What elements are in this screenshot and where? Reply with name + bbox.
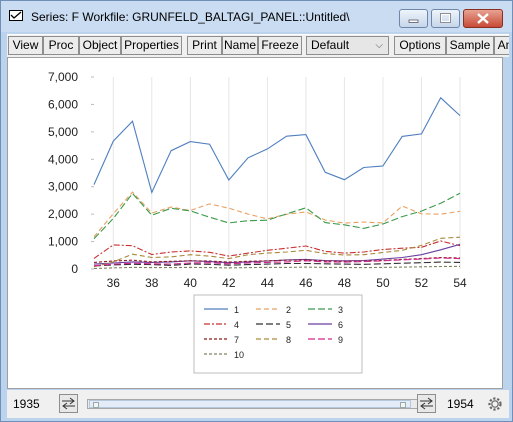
legend-label-3: 3	[338, 305, 343, 315]
sample-range-bar: 1935 1954	[7, 390, 509, 418]
legend-label-2: 2	[286, 305, 291, 315]
y-tick-label: 3,000	[48, 180, 78, 194]
slider-right-grip[interactable]	[400, 402, 406, 408]
y-tick-label: 2,000	[48, 207, 78, 221]
title-bar[interactable]: Series: F Workfile: GRUNFELD_BALTAGI_PAN…	[1, 1, 512, 32]
sample-button[interactable]: Sample	[446, 36, 494, 55]
series-line-3	[93, 192, 461, 240]
legend-label-8: 8	[286, 335, 291, 345]
legend-label-7: 7	[234, 335, 239, 345]
window-title: Series: F Workfile: GRUNFELD_BALTAGI_PAN…	[31, 10, 350, 24]
legend-label-10: 10	[234, 350, 244, 360]
print-button[interactable]: Print	[187, 36, 222, 55]
graph-style-select[interactable]: Default ⌵	[306, 36, 389, 55]
y-tick-label: 5,000	[48, 125, 78, 139]
series-line-8	[93, 236, 461, 268]
series-line-1	[93, 96, 461, 195]
x-tick-label: 48	[338, 276, 352, 290]
y-tick-label: 7,000	[48, 70, 78, 84]
close-button[interactable]	[463, 9, 503, 28]
x-tick-label: 42	[222, 276, 236, 290]
x-tick-label: 54	[453, 276, 467, 290]
object-button[interactable]: Object	[79, 36, 121, 55]
sample-range-slider[interactable]	[87, 399, 427, 409]
x-tick-label: 36	[107, 276, 121, 290]
end-year-spin-button[interactable]	[417, 394, 436, 413]
chevron-down-icon: ⌵	[375, 40, 383, 51]
slider-left-grip[interactable]	[93, 402, 99, 408]
minimize-button[interactable]	[399, 9, 428, 28]
toolbar: View Proc Object Properties Print Name F…	[7, 34, 509, 57]
gear-icon[interactable]	[486, 395, 504, 413]
graph-style-value: Default	[311, 38, 350, 52]
x-tick-label: 46	[299, 276, 313, 290]
start-year: 1935	[13, 397, 40, 411]
series-line-4	[93, 240, 461, 259]
series-line-10	[93, 265, 461, 270]
legend-label-6: 6	[338, 320, 343, 330]
series-line-2	[93, 191, 461, 238]
maximize-button[interactable]	[431, 9, 460, 28]
x-tick-label: 44	[261, 276, 275, 290]
series-line-6	[93, 243, 461, 265]
maximize-icon	[440, 13, 451, 23]
graph-area: 36 38 40 42 44 46 48 50 52 54 0 1,000 2,000 3,000 4,00…	[7, 57, 503, 389]
name-button[interactable]: Name	[222, 36, 258, 55]
properties-button[interactable]: Properties	[121, 36, 182, 55]
y-tick-label: 4,000	[48, 152, 78, 166]
view-button[interactable]: View	[8, 36, 43, 55]
legend-label-9: 9	[338, 335, 343, 345]
end-year: 1954	[447, 397, 474, 411]
slider-thumb[interactable]	[89, 400, 411, 408]
series-line-5	[93, 261, 461, 267]
analysis-button[interactable]: An	[494, 36, 509, 55]
close-icon	[477, 13, 489, 24]
options-button[interactable]: Options	[394, 36, 446, 55]
x-tick-label: 40	[184, 276, 198, 290]
double-arrow-icon	[420, 397, 433, 410]
series-line-9	[93, 257, 461, 267]
legend-box	[193, 294, 363, 374]
freeze-button[interactable]: Freeze	[258, 36, 302, 55]
y-tick-label: 1,000	[48, 235, 78, 249]
y-tick-label: 6,000	[48, 97, 78, 111]
legend-label-4: 4	[234, 320, 239, 330]
series-window-icon	[9, 10, 23, 21]
y-tick-label: 0	[71, 262, 78, 276]
x-tick-label: 50	[376, 276, 390, 290]
legend-label-1: 1	[234, 305, 239, 315]
minimize-icon	[408, 19, 419, 23]
x-tick-label: 38	[145, 276, 159, 290]
line-chart: 36 38 40 42 44 46 48 50 52 5401,0002,0003,0004,00…	[48, 70, 467, 374]
proc-button[interactable]: Proc	[43, 36, 79, 55]
legend-label-5: 5	[286, 320, 291, 330]
x-tick-label: 52	[415, 276, 429, 290]
start-year-spin-button[interactable]	[59, 394, 78, 413]
double-arrow-icon	[62, 397, 75, 410]
